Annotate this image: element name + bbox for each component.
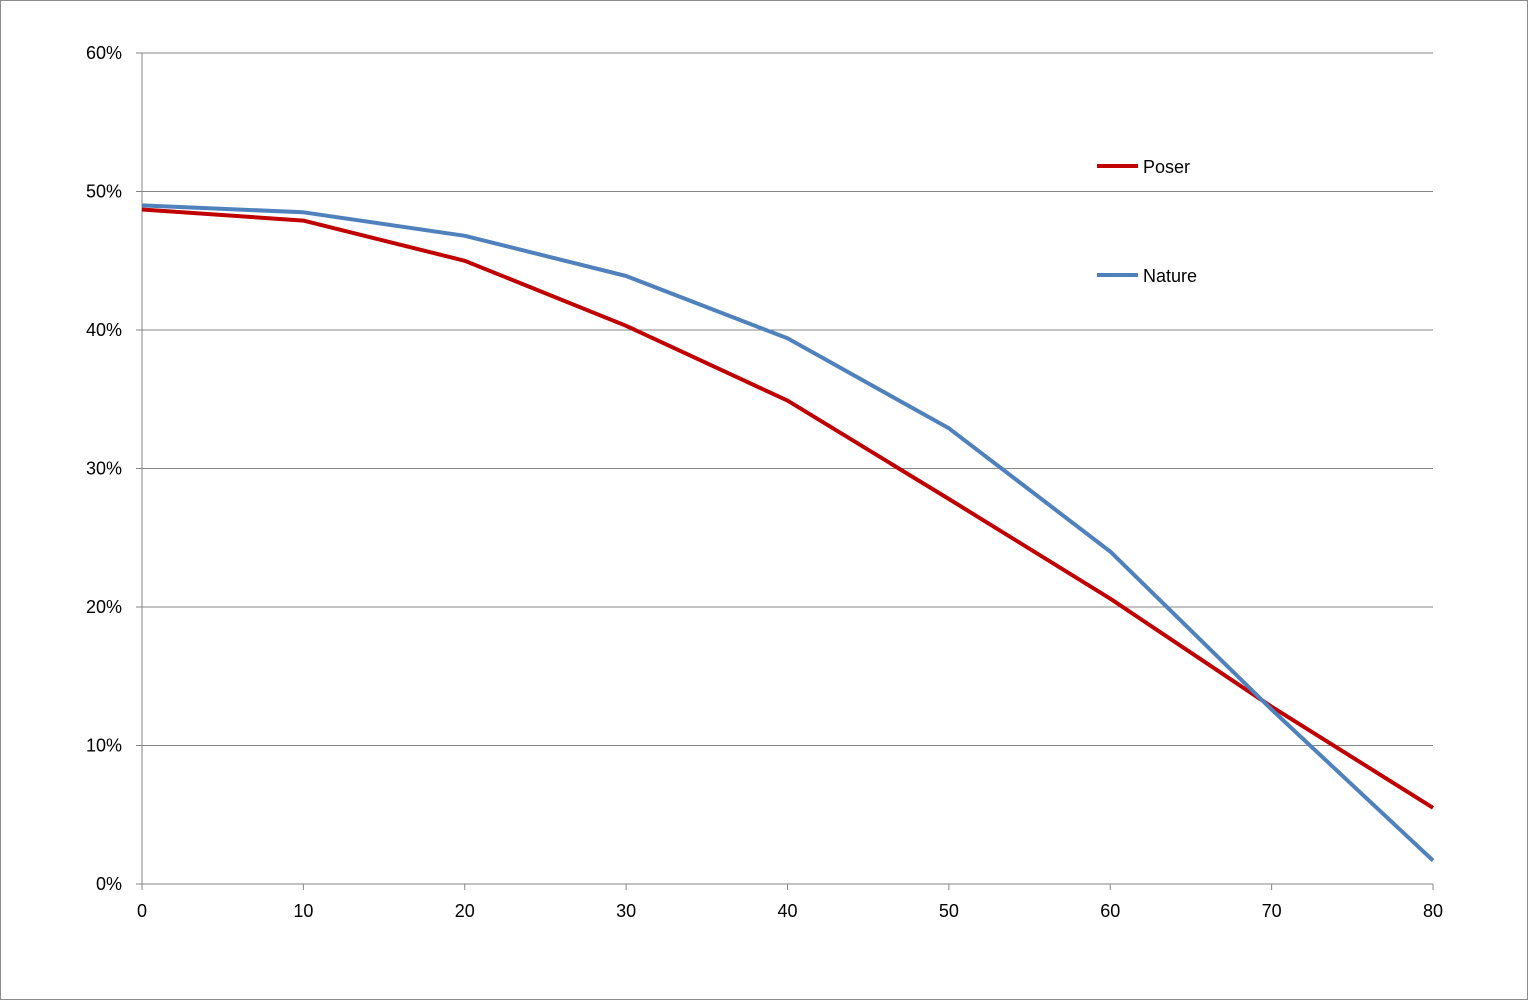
axes (136, 52, 1434, 890)
series-line-poser (141, 207, 1435, 810)
legend-label-poser: Poser (1143, 157, 1190, 177)
x-tick-label: 80 (1423, 901, 1443, 921)
series-line-nature (141, 203, 1435, 862)
x-tick-label: 40 (777, 901, 797, 921)
y-tick-label: 0% (96, 874, 122, 894)
y-tick-label: 60% (86, 43, 122, 63)
x-tick-label: 30 (616, 901, 636, 921)
legend-label-nature: Nature (1143, 266, 1197, 286)
y-tick-label: 40% (86, 320, 122, 340)
x-tick-label: 10 (293, 901, 313, 921)
series-lines (141, 203, 1435, 862)
x-tick-label: 0 (137, 901, 147, 921)
legend: Poser Nature (1097, 157, 1197, 286)
gridlines (142, 52, 1433, 746)
y-tick-label: 50% (86, 182, 122, 202)
tick-labels: 0% 10% 20% 30% 40% 50% 60% 0 10 20 30 40 50 60 70 80 (86, 43, 1443, 921)
x-tick-label: 70 (1262, 901, 1282, 921)
x-tick-label: 20 (455, 901, 475, 921)
y-tick-label: 10% (86, 736, 122, 756)
y-tick-label: 20% (86, 597, 122, 617)
y-tick-label: 30% (86, 459, 122, 479)
x-tick-label: 50 (939, 901, 959, 921)
x-tick-label: 60 (1100, 901, 1120, 921)
